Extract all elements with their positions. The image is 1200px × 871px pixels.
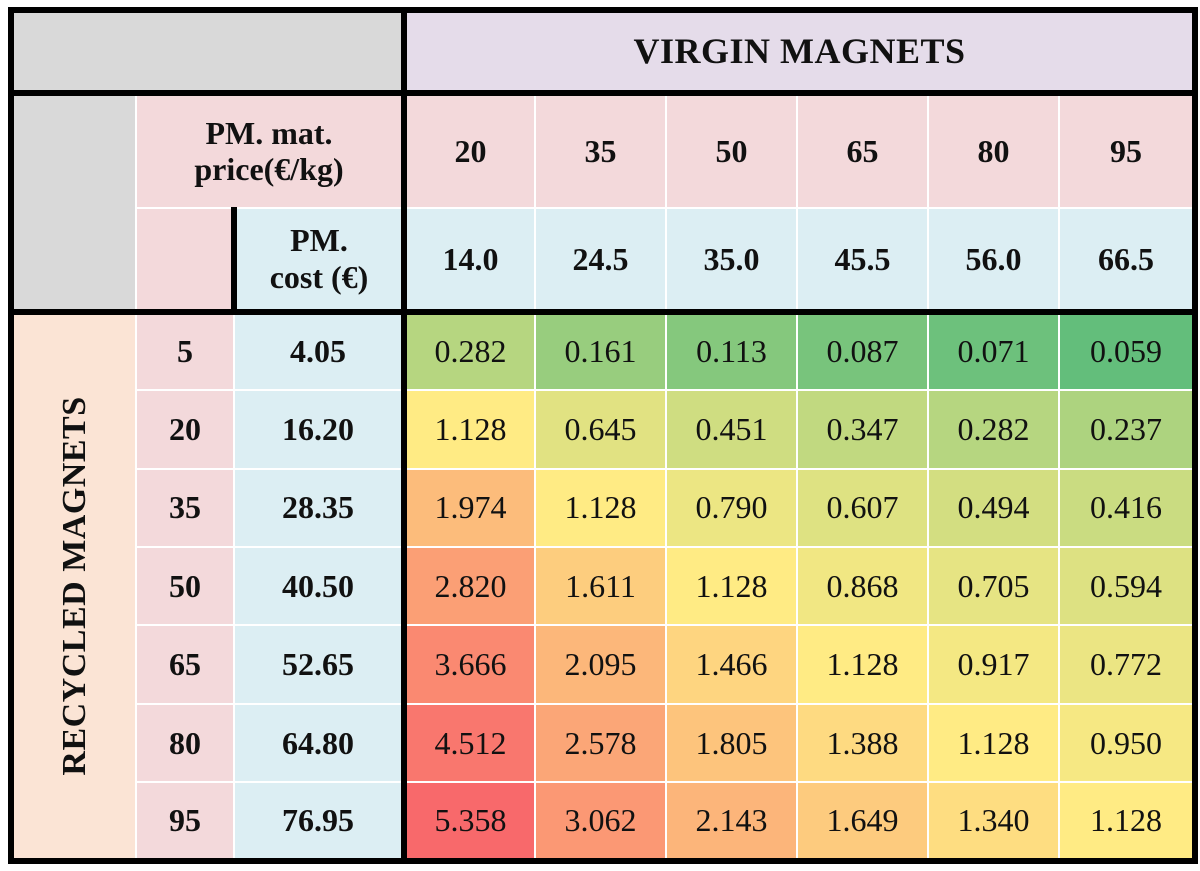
virgin-cost-cell: 45.5 xyxy=(796,207,929,315)
ratio-cell: 0.594 xyxy=(1057,545,1199,627)
ratio-cell: 1.128 xyxy=(534,467,667,548)
recycled-price-cell: 50 xyxy=(135,545,235,627)
recycled-price-cell: 95 xyxy=(135,781,235,864)
virgin-price-cell: 65 xyxy=(796,89,929,210)
price-label: PM. mat. price(€/kg) xyxy=(135,89,407,210)
ratio-cell: 0.705 xyxy=(927,545,1060,627)
ratio-cell: 0.917 xyxy=(927,624,1060,705)
ratio-cell: 0.113 xyxy=(665,310,798,392)
ratio-cell: 1.128 xyxy=(665,545,798,627)
virgin-cost-cell: 35.0 xyxy=(665,207,798,315)
recycled-price-cell: 5 xyxy=(135,310,235,392)
cost-label: PM. cost (€) xyxy=(231,207,407,315)
ratio-cell: 2.095 xyxy=(534,624,667,705)
ratio-cell: 0.451 xyxy=(665,389,798,470)
ratio-cell: 1.128 xyxy=(927,702,1060,784)
ratio-cell: 0.645 xyxy=(534,389,667,470)
ratio-cell: 0.347 xyxy=(796,389,929,470)
ratio-cell: 1.805 xyxy=(665,702,798,784)
cost-spacer-cell xyxy=(135,207,235,315)
ratio-cell: 2.578 xyxy=(534,702,667,784)
recycled-price-cell: 80 xyxy=(135,702,235,784)
recycled-cost-cell: 16.20 xyxy=(233,389,407,470)
corner-cell xyxy=(8,7,407,94)
recycled-price-cell: 35 xyxy=(135,467,235,548)
recycled-cost-cell: 76.95 xyxy=(233,781,407,864)
virgin-price-cell: 80 xyxy=(927,89,1060,210)
recycled-cost-cell: 64.80 xyxy=(233,702,407,784)
virgin-price-cell: 20 xyxy=(403,89,536,210)
ratio-cell: 0.416 xyxy=(1057,467,1199,548)
virgin-magnets-header: VIRGIN MAGNETS xyxy=(402,7,1199,94)
ratio-cell: 1.611 xyxy=(534,545,667,627)
ratio-cell: 1.128 xyxy=(401,389,536,470)
cost-label-line1: PM. xyxy=(290,222,348,259)
virgin-price-cell: 35 xyxy=(534,89,667,210)
ratio-cell: 0.950 xyxy=(1057,702,1199,784)
ratio-cell: 0.237 xyxy=(1057,389,1199,470)
ratio-cell: 2.143 xyxy=(665,781,798,864)
recycled-cost-cell: 52.65 xyxy=(233,624,407,705)
virgin-cost-cell: 24.5 xyxy=(534,207,667,315)
recycled-header-wrap: RECYCLED MAGNETS xyxy=(17,315,134,855)
recycled-cost-cell: 4.05 xyxy=(233,310,407,392)
ratio-cell: 0.059 xyxy=(1057,310,1199,392)
ratio-cell: 0.868 xyxy=(796,545,929,627)
ratio-cell: 0.607 xyxy=(796,467,929,548)
ratio-cell: 4.512 xyxy=(401,702,536,784)
ratio-cell: 1.388 xyxy=(796,702,929,784)
recycled-cost-cell: 40.50 xyxy=(233,545,407,627)
virgin-price-cell: 95 xyxy=(1057,89,1199,210)
ratio-cell: 0.790 xyxy=(665,467,798,548)
ratio-cell: 0.282 xyxy=(401,310,536,392)
side-corner-cell xyxy=(8,89,137,315)
recycled-header-text: RECYCLED MAGNETS xyxy=(55,396,93,776)
ratio-cell: 1.466 xyxy=(665,624,798,705)
ratio-cell: 0.071 xyxy=(927,310,1060,392)
virgin-cost-cell: 56.0 xyxy=(927,207,1060,315)
recycled-price-cell: 20 xyxy=(135,389,235,470)
ratio-cell: 1.340 xyxy=(927,781,1060,864)
recycled-price-cell: 65 xyxy=(135,624,235,705)
ratio-cell: 5.358 xyxy=(401,781,536,864)
cost-label-line2: cost (€) xyxy=(269,258,369,295)
ratio-cell: 3.666 xyxy=(401,624,536,705)
ratio-cell: 0.282 xyxy=(927,389,1060,470)
ratio-cell: 0.772 xyxy=(1057,624,1199,705)
ratio-table: VIRGIN MAGNETS PM. mat. price(€/kg) 20 35… xyxy=(8,7,1199,865)
ratio-cell: 0.087 xyxy=(796,310,929,392)
ratio-cell: 1.128 xyxy=(796,624,929,705)
ratio-cell: 0.494 xyxy=(927,467,1060,548)
ratio-cell: 3.062 xyxy=(534,781,667,864)
ratio-cell: 1.649 xyxy=(796,781,929,864)
ratio-cell: 0.161 xyxy=(534,310,667,392)
ratio-cell: 2.820 xyxy=(401,545,536,627)
recycled-cost-cell: 28.35 xyxy=(233,467,407,548)
price-label-line1: PM. mat. xyxy=(205,114,333,151)
ratio-cell: 1.974 xyxy=(401,467,536,548)
virgin-cost-cell: 14.0 xyxy=(403,207,536,315)
virgin-cost-cell: 66.5 xyxy=(1057,207,1199,315)
recycled-magnets-header: RECYCLED MAGNETS xyxy=(8,310,137,865)
virgin-price-cell: 50 xyxy=(665,89,798,210)
ratio-cell: 1.128 xyxy=(1057,781,1199,864)
price-label-line2: price(€/kg) xyxy=(194,151,344,188)
